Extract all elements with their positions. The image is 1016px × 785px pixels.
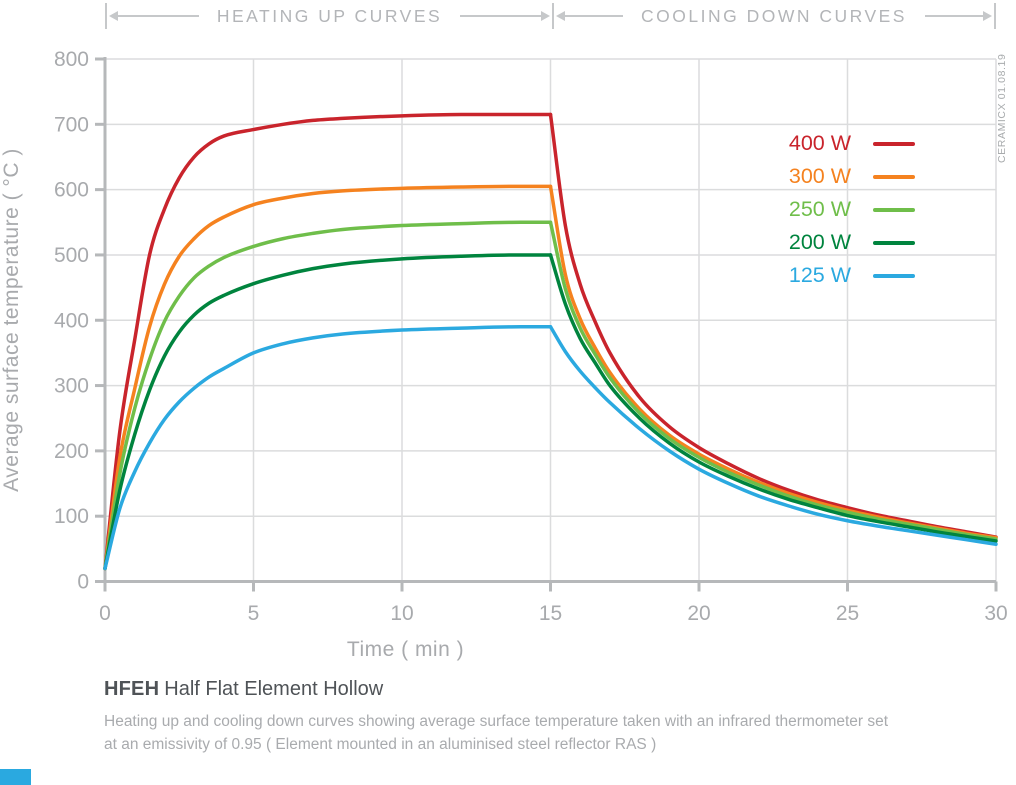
x-tick-label: 20 [687,602,710,625]
legend-swatch [873,207,915,212]
y-tick-label: 700 [54,113,89,136]
x-axis-title: Time ( min ) [347,638,464,661]
series-curve-125-w-heating [103,325,553,571]
y-tick-label: 600 [54,179,89,202]
legend-label: 200 W [788,230,851,254]
phase-cooling-label: COOLING DOWN CURVES [641,5,907,26]
y-tick-label: 0 [77,571,89,594]
legend-swatch [873,174,915,179]
legend-item: 400 W [745,127,915,160]
x-tick-label: 10 [390,602,413,625]
y-tick-label: 300 [54,375,89,398]
arrow-right-icon [460,11,550,21]
series-curve-400-w-heating [103,112,553,571]
series-curve-250-w-heating [103,220,553,571]
legend-swatch [873,240,915,245]
series-curve-200-w-heating [103,253,553,571]
legend-label: 125 W [788,263,851,287]
phase-heating-label: HEATING UP CURVES [216,5,443,26]
arrow-left-icon [109,11,199,21]
y-tick-label: 800 [54,48,89,71]
x-tick-label: 15 [539,602,562,625]
x-tick-label: 25 [836,602,859,625]
chart-description: Heating up and cooling down curves showi… [104,710,1004,757]
series-curve-250-w-cooling [548,220,998,541]
legend-item: 125 W [745,259,915,292]
phase-header: HEATING UP CURVES COOLING DOWN CURVES [105,3,996,29]
description-line-1: Heating up and cooling down curves showi… [104,713,889,730]
watermark: CERAMICX 01.08.19 [996,53,1008,163]
y-tick-label: 500 [54,244,89,267]
legend-swatch [873,273,915,278]
series-curve-200-w-cooling [548,253,998,543]
legend: 400 W 300 W 250 W 200 W 125 W [745,127,915,292]
legend-swatch [873,141,915,146]
series-curve-400-w-cooling [548,112,998,539]
x-tick-label: 30 [984,602,1007,625]
phase-cooling-section: COOLING DOWN CURVES [552,3,996,29]
series-curve-300-w-heating [103,184,553,571]
legend-item: 200 W [745,226,915,259]
footer: HFEH Half Flat Element Hollow Heating up … [104,678,1004,757]
temperature-line-chart: 0 5 10 15 20 25 300100200300400500600700800Tim… [0,48,1008,661]
legend-item: 250 W [745,193,915,226]
arrow-right-icon [924,11,993,21]
legend-item: 300 W [745,160,915,193]
product-title: HFEH Half Flat Element Hollow [104,678,1004,701]
legend-label: 300 W [788,164,851,188]
x-tick-label: 0 [99,602,111,625]
x-tick-label: 5 [248,602,260,625]
brand-bar [0,769,31,785]
series-curve-125-w-cooling [548,325,998,547]
legend-label: 250 W [788,197,851,221]
product-code: HFEH [104,678,160,700]
phase-heating-section: HEATING UP CURVES [105,3,552,29]
y-tick-label: 100 [54,505,89,528]
arrow-left-icon [555,11,624,21]
legend-label: 400 W [788,131,851,155]
product-name: Half Flat Element Hollow [164,678,384,700]
y-tick-label: 200 [54,440,89,463]
y-tick-label: 400 [54,309,89,332]
y-axis-title: Average surface temperature ( °C ) [0,148,23,492]
description-line-2: at an emissivity of 0.95 ( Element mount… [104,736,657,754]
